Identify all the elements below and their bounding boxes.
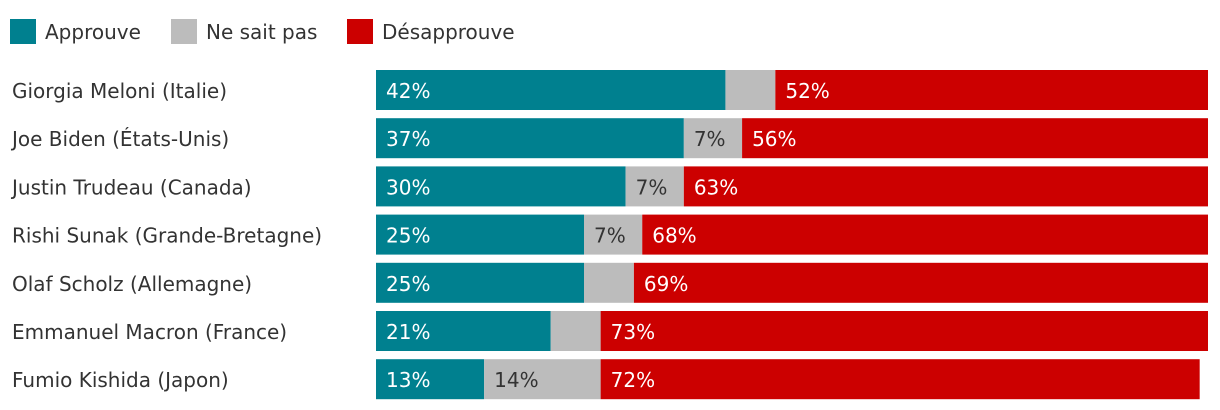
category-label: Fumio Kishida (Japon) [12, 368, 229, 392]
category-label: Rishi Sunak (Grande-Bretagne) [12, 224, 322, 248]
data-label-unknown: 7% [636, 175, 668, 199]
data-label-disapprove: 52% [785, 79, 829, 103]
legend-label-approve: Approuve [45, 20, 141, 44]
bar-disapprove [600, 311, 1208, 351]
bar-unknown [725, 70, 776, 110]
category-label: Emmanuel Macron (France) [12, 320, 287, 344]
bar-approve [376, 166, 626, 207]
data-label-approve: 13% [386, 368, 430, 392]
bar-disapprove [642, 214, 1208, 255]
chart-row: Olaf Scholz (Allemagne) 25% 69% [12, 262, 1208, 303]
data-label-approve: 37% [386, 127, 430, 151]
legend-label-disapprove: Désapprouve [382, 20, 515, 44]
bar-approve [376, 262, 584, 303]
data-label-disapprove: 56% [752, 127, 796, 151]
data-label-approve: 25% [386, 224, 430, 248]
bar-disapprove [742, 118, 1208, 159]
chart-row: Justin Trudeau (Canada) 30% 7% 63% [10, 166, 1208, 207]
data-label-disapprove: 69% [644, 272, 688, 296]
bar-unknown [584, 214, 643, 255]
chart-rows: Giorgia Meloni (Italie) 42% 52% Joe Biden (… [10, 70, 1208, 400]
data-label-unknown: 14% [494, 368, 538, 392]
legend-swatch-approve [10, 19, 36, 44]
bar-unknown [683, 118, 743, 159]
data-label-unknown: 7% [594, 224, 626, 248]
category-label: Giorgia Meloni (Italie) [12, 79, 227, 103]
data-label-disapprove: 73% [611, 320, 655, 344]
legend-label-unknown: Ne sait pas [206, 20, 317, 44]
data-label-disapprove: 68% [652, 224, 696, 248]
category-label: Olaf Scholz (Allemagne) [12, 272, 252, 296]
category-label: Justin Trudeau (Canada) [10, 175, 252, 199]
data-label-approve: 21% [386, 320, 430, 344]
chart-row: Emmanuel Macron (France) 21% 73% [12, 311, 1208, 351]
bar-disapprove [633, 262, 1208, 303]
bar-unknown [625, 166, 684, 207]
chart-row: Fumio Kishida (Japon) 13% 14% 72% [12, 359, 1200, 400]
bar-approve [376, 311, 551, 351]
data-label-approve: 42% [386, 79, 430, 103]
category-label: Joe Biden (États-Unis) [10, 127, 229, 151]
legend-swatch-unknown [171, 19, 197, 44]
chart-row: Joe Biden (États-Unis) 37% 7% 56% [10, 118, 1208, 159]
bar-approve [376, 359, 485, 400]
data-label-disapprove: 72% [611, 368, 655, 392]
bar-approve [376, 70, 726, 110]
bar-unknown [584, 262, 634, 303]
data-label-unknown: 7% [694, 127, 726, 151]
bar-disapprove [683, 166, 1208, 207]
bar-unknown [550, 311, 601, 351]
bar-disapprove [775, 70, 1208, 110]
chart-row: Rishi Sunak (Grande-Bretagne) 25% 7% 68% [12, 214, 1208, 255]
legend-swatch-disapprove [347, 19, 373, 44]
data-label-approve: 25% [386, 272, 430, 296]
data-label-disapprove: 63% [694, 175, 738, 199]
bar-approve [376, 118, 684, 159]
bar-unknown [484, 359, 601, 400]
bar-disapprove [600, 359, 1200, 400]
legend: Approuve Ne sait pas Désapprouve [10, 19, 515, 44]
bar-approve [376, 214, 584, 255]
chart-row: Giorgia Meloni (Italie) 42% 52% [12, 70, 1208, 110]
data-label-approve: 30% [386, 175, 430, 199]
